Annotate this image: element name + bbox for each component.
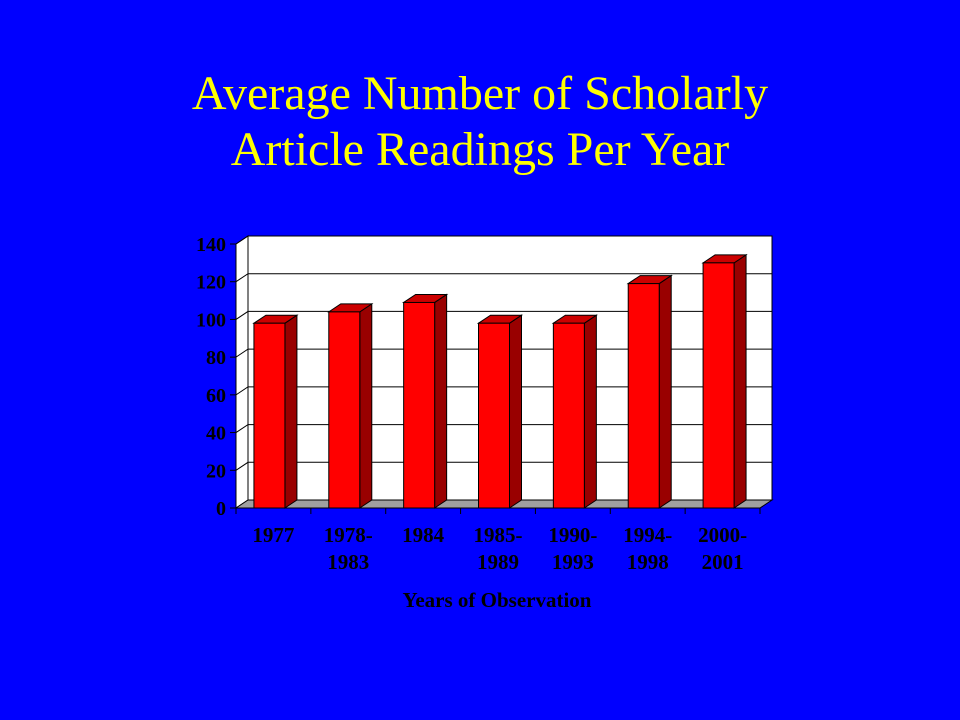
plot-side-wall bbox=[235, 235, 249, 509]
gridline bbox=[235, 273, 772, 283]
gridline bbox=[235, 386, 772, 396]
tick-labels: 0 20 40 60 80 100 120 140 1977 1978- 1983 1984 1985-… bbox=[196, 234, 747, 574]
y-tick-label: 20 bbox=[206, 460, 226, 482]
bar bbox=[253, 322, 286, 509]
bar bbox=[627, 283, 660, 509]
x-tick-label: 1984 bbox=[402, 523, 445, 547]
bars bbox=[252, 253, 748, 509]
gridline bbox=[235, 235, 772, 245]
bar bbox=[403, 301, 436, 509]
bar bbox=[328, 311, 361, 509]
bar-side bbox=[434, 293, 448, 509]
y-tick-label: 60 bbox=[206, 385, 226, 407]
bar-side bbox=[733, 253, 747, 509]
bar bbox=[478, 322, 510, 509]
bar-side bbox=[658, 274, 672, 509]
y-tick-label: 140 bbox=[196, 234, 226, 256]
gridline bbox=[235, 348, 772, 358]
x-tick-label: 1989 bbox=[477, 550, 519, 574]
x-tick-label: 2001 bbox=[702, 550, 744, 574]
bar bbox=[552, 322, 585, 509]
gridline bbox=[235, 310, 772, 320]
x-tick-label: 1993 bbox=[552, 550, 594, 574]
x-tick-label: 1983 bbox=[327, 550, 369, 574]
bar-side bbox=[509, 314, 522, 509]
slide-title-line-1: Average Number of Scholarly bbox=[191, 67, 769, 120]
x-tick-label: 1994- bbox=[623, 523, 672, 547]
x-tick-label: 1985- bbox=[474, 523, 523, 547]
bar-side bbox=[284, 314, 298, 509]
x-tick-label: 1978- bbox=[324, 523, 373, 547]
y-tick-label: 100 bbox=[196, 309, 226, 331]
y-tick-label: 80 bbox=[206, 347, 226, 369]
bar-side bbox=[583, 314, 597, 509]
x-tick-label: 1977 bbox=[252, 523, 294, 547]
bar-side bbox=[359, 302, 373, 509]
gridline bbox=[235, 424, 772, 433]
gridline bbox=[235, 461, 772, 471]
y-tick-label: 40 bbox=[206, 423, 226, 445]
slide-title: Average Number of Scholarly Article Read… bbox=[0, 66, 960, 178]
x-tick-label: 2000- bbox=[698, 523, 747, 547]
y-tick-label: 120 bbox=[196, 272, 226, 294]
x-tick-label: 1998 bbox=[627, 550, 669, 574]
y-tick-label: 0 bbox=[216, 498, 226, 520]
x-tick-label: 1990- bbox=[548, 523, 597, 547]
slide-title-line-2: Article Readings Per Year bbox=[230, 123, 730, 176]
x-axis-label: Years of Observation bbox=[403, 588, 592, 612]
bar bbox=[702, 262, 735, 509]
gridlines bbox=[235, 235, 772, 471]
